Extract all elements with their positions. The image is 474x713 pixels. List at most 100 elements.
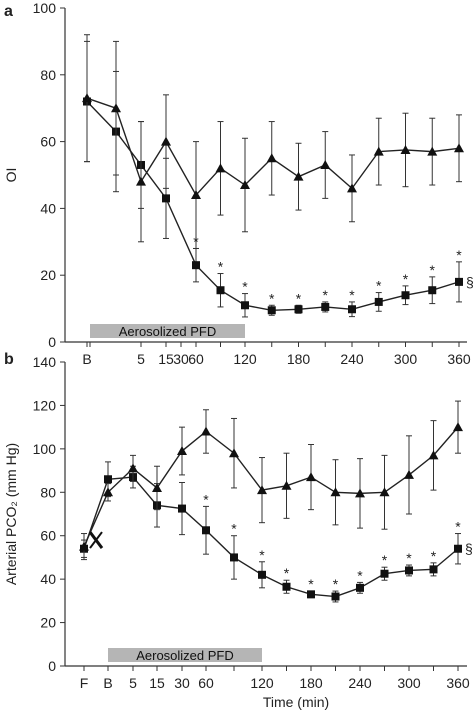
data-point-triangle bbox=[453, 422, 463, 432]
x-tick-label: 30 bbox=[174, 675, 190, 691]
data-point-square bbox=[241, 301, 249, 310]
data-point-square bbox=[267, 306, 276, 315]
data-point-square bbox=[321, 302, 330, 311]
significance-asterisk: * bbox=[376, 278, 382, 294]
y-tick-label: 0 bbox=[48, 334, 56, 350]
data-point-square bbox=[230, 553, 238, 562]
data-point-triangle bbox=[379, 487, 390, 497]
data-point-triangle bbox=[355, 488, 365, 498]
significance-section-mark: § bbox=[465, 541, 473, 557]
data-point-square bbox=[104, 475, 112, 484]
data-point-square bbox=[356, 583, 364, 592]
data-point-triangle bbox=[229, 448, 239, 458]
data-point-triangle bbox=[257, 485, 267, 495]
data-point-triangle bbox=[128, 463, 138, 473]
data-point-square bbox=[178, 504, 186, 513]
significance-asterisk: * bbox=[349, 287, 355, 303]
significance-asterisk: * bbox=[218, 259, 224, 275]
data-point-triangle bbox=[152, 482, 162, 492]
data-point-square bbox=[258, 570, 266, 579]
x-tick-label: 120 bbox=[233, 351, 257, 367]
data-point-square bbox=[455, 277, 463, 286]
x-tick-label: 5 bbox=[129, 675, 137, 691]
data-point-square bbox=[454, 544, 462, 553]
y-tick-label: 20 bbox=[40, 267, 56, 283]
y-tick-label: 20 bbox=[40, 615, 56, 631]
significance-asterisk: * bbox=[403, 271, 409, 287]
y-tick-label: 120 bbox=[33, 397, 57, 413]
data-point-square bbox=[401, 291, 410, 300]
data-point-triangle bbox=[177, 446, 187, 456]
significance-asterisk: * bbox=[406, 550, 412, 566]
data-point-triangle bbox=[103, 487, 113, 497]
data-point-triangle bbox=[306, 472, 316, 482]
data-point-square bbox=[307, 590, 315, 599]
x-tick-label: 240 bbox=[340, 351, 364, 367]
x-axis-label: Time (min) bbox=[263, 694, 329, 710]
data-point-triangle bbox=[240, 180, 250, 190]
x-tick-label: F bbox=[80, 675, 89, 691]
x-tick-label: 60 bbox=[188, 351, 204, 367]
data-point-triangle bbox=[347, 183, 357, 193]
data-point-triangle bbox=[404, 469, 414, 479]
significance-asterisk: * bbox=[231, 521, 237, 537]
y-tick-label: 40 bbox=[40, 200, 56, 216]
x-tick-label: 360 bbox=[447, 351, 471, 367]
significance-asterisk: * bbox=[456, 247, 462, 263]
treatment-bar-label: Aerosolized PFD bbox=[119, 324, 217, 339]
significance-asterisk: * bbox=[193, 233, 199, 249]
panel-letter: b bbox=[4, 351, 14, 368]
significance-asterisk: * bbox=[357, 567, 363, 583]
data-point-triangle bbox=[293, 171, 304, 181]
x-tick-label: 300 bbox=[394, 351, 418, 367]
data-point-triangle bbox=[191, 190, 201, 200]
data-point-square bbox=[405, 566, 413, 575]
data-point-triangle bbox=[281, 480, 292, 490]
y-tick-label: 140 bbox=[33, 354, 57, 370]
treatment-bar bbox=[90, 324, 245, 338]
data-point-square bbox=[294, 305, 303, 314]
significance-asterisk: * bbox=[242, 279, 248, 295]
significance-asterisk: * bbox=[431, 548, 437, 564]
data-point-triangle bbox=[428, 450, 439, 460]
y-tick-label: 80 bbox=[40, 484, 56, 500]
significance-asterisk: * bbox=[333, 576, 339, 592]
y-tick-label: 100 bbox=[33, 0, 57, 16]
significance-asterisk: * bbox=[430, 262, 436, 278]
significance-asterisk: * bbox=[323, 287, 329, 303]
data-point-square bbox=[428, 286, 437, 295]
panel-letter: a bbox=[4, 3, 13, 20]
significance-asterisk: * bbox=[203, 491, 209, 507]
y-tick-label: 60 bbox=[40, 134, 56, 150]
x-tick-label: B bbox=[82, 351, 91, 367]
significance-asterisk: * bbox=[455, 519, 461, 535]
data-point-triangle bbox=[427, 146, 438, 156]
y-tick-label: 40 bbox=[40, 571, 56, 587]
x-tick-label: 180 bbox=[287, 351, 311, 367]
y-tick-label: 60 bbox=[40, 528, 56, 544]
y-axis-label: Arterial PCO₂ (mm Hg) bbox=[3, 443, 19, 585]
data-point-square bbox=[162, 194, 170, 203]
x-tick-label: 15 bbox=[149, 675, 165, 691]
axis-break-marker bbox=[88, 531, 104, 549]
x-tick-label: 240 bbox=[348, 675, 372, 691]
y-tick-label: 80 bbox=[40, 67, 56, 83]
x-tick-label: 30 bbox=[173, 351, 189, 367]
data-point-square bbox=[429, 565, 438, 574]
data-point-triangle bbox=[373, 146, 384, 156]
data-point-triangle bbox=[136, 176, 146, 186]
axis-break-stroke bbox=[89, 531, 103, 549]
significance-asterisk: * bbox=[296, 290, 302, 306]
x-tick-label: 15 bbox=[158, 351, 174, 367]
data-point-square bbox=[216, 286, 225, 295]
significance-asterisk: * bbox=[269, 290, 275, 306]
data-point-triangle bbox=[266, 153, 277, 163]
data-point-triangle bbox=[82, 93, 92, 103]
data-point-square bbox=[192, 261, 200, 270]
data-point-triangle bbox=[201, 426, 211, 436]
y-tick-label: 100 bbox=[33, 441, 57, 457]
data-point-triangle bbox=[330, 487, 341, 497]
significance-asterisk: * bbox=[382, 552, 388, 568]
